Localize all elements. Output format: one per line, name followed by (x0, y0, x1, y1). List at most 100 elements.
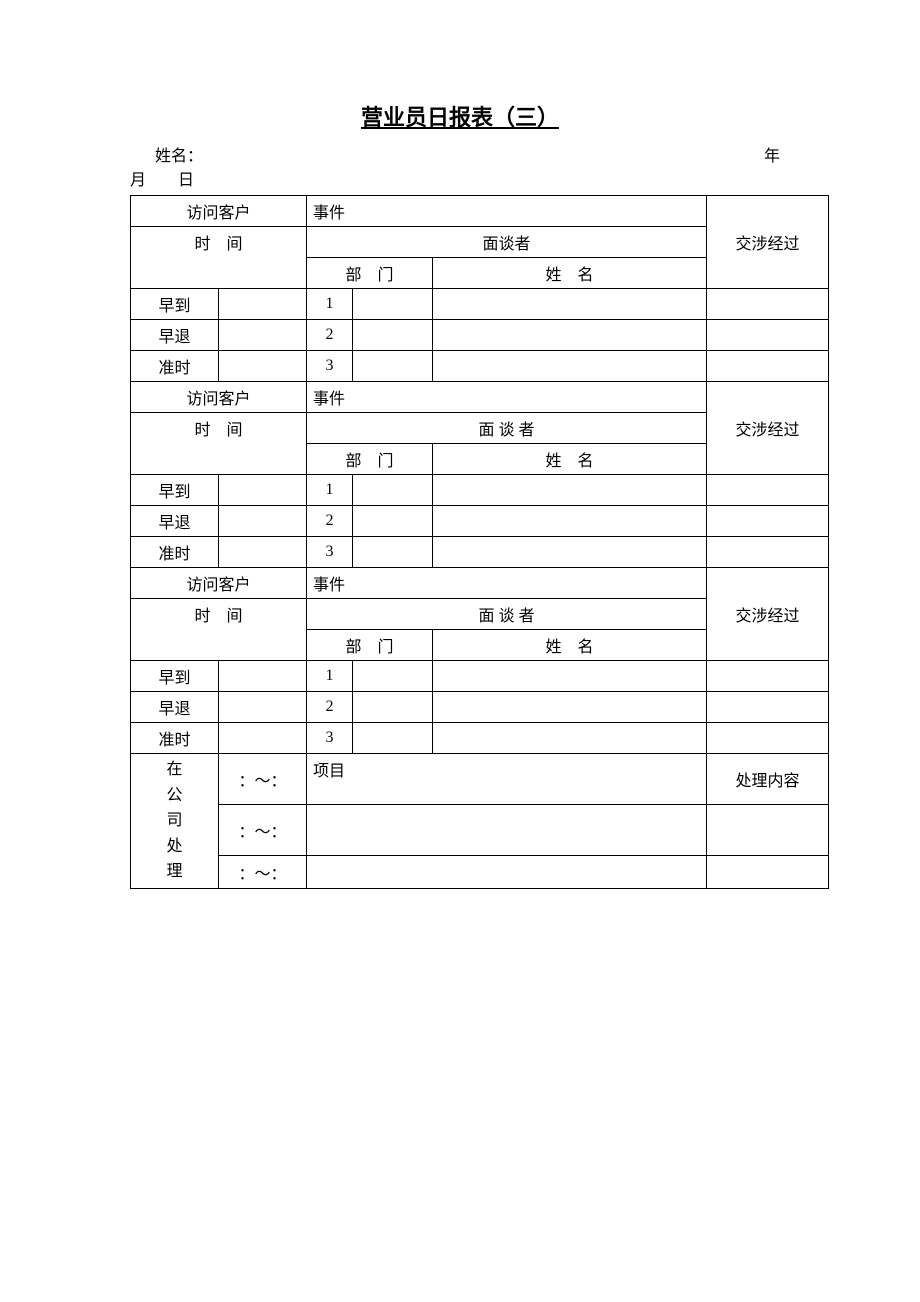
time-header: 时 间 (131, 599, 307, 661)
cell (353, 692, 433, 723)
process-content-header: 处理内容 (707, 754, 829, 805)
row-num: 3 (307, 723, 353, 754)
row-num: 2 (307, 506, 353, 537)
table-row: 准时 3 (131, 351, 829, 382)
row-num: 1 (307, 475, 353, 506)
on-time-label: 准时 (131, 723, 219, 754)
table-row: 早到 1 (131, 475, 829, 506)
table-row: 准时 3 (131, 723, 829, 754)
row-num: 3 (307, 351, 353, 382)
cell (433, 475, 707, 506)
table-row: 早退 2 (131, 692, 829, 723)
department-header: 部 门 (307, 630, 433, 661)
table-row: 访问客户 事件 交涉经过 (131, 196, 829, 227)
table-row: ：～： (131, 856, 829, 889)
cell (433, 351, 707, 382)
project-header: 项目 (307, 754, 707, 805)
cell (353, 723, 433, 754)
name-header: 姓 名 (433, 444, 707, 475)
event-header: 事件 (307, 196, 707, 227)
report-table: 访问客户 事件 交涉经过 时 间 面谈者 部 门 姓 名 早到 1 早退 2 准… (130, 195, 829, 889)
table-row: 早到 1 (131, 661, 829, 692)
cell (707, 723, 829, 754)
early-arrive-label: 早到 (131, 661, 219, 692)
cell (433, 661, 707, 692)
on-time-label: 准时 (131, 537, 219, 568)
time-header: 时 间 (131, 227, 307, 289)
cell (219, 289, 307, 320)
negotiation-header: 交涉经过 (707, 196, 829, 289)
table-row: ：～： (131, 805, 829, 856)
early-arrive-label: 早到 (131, 475, 219, 506)
cell (707, 320, 829, 351)
cell (433, 723, 707, 754)
table-row: 早退 2 (131, 506, 829, 537)
time-range-cell: ：～： (219, 805, 307, 856)
cell (353, 289, 433, 320)
cell (433, 692, 707, 723)
cell (707, 506, 829, 537)
visit-customer-header: 访问客户 (131, 568, 307, 599)
cell (707, 475, 829, 506)
cell (353, 475, 433, 506)
page-title: 营业员日报表（三） (130, 100, 790, 132)
row-num: 2 (307, 692, 353, 723)
cell (219, 351, 307, 382)
cell (219, 475, 307, 506)
negotiation-header: 交涉经过 (707, 382, 829, 475)
on-time-label: 准时 (131, 351, 219, 382)
cell (707, 692, 829, 723)
cell (219, 692, 307, 723)
negotiation-header: 交涉经过 (707, 568, 829, 661)
table-row: 准时 3 (131, 537, 829, 568)
row-num: 1 (307, 661, 353, 692)
cell (219, 537, 307, 568)
interviewer-header: 面 谈 者 (307, 413, 707, 444)
department-header: 部 门 (307, 444, 433, 475)
row-num: 3 (307, 537, 353, 568)
name-header: 姓 名 (433, 630, 707, 661)
cell (353, 537, 433, 568)
time-range-cell: ：～： (219, 754, 307, 805)
visit-customer-header: 访问客户 (131, 382, 307, 413)
early-leave-label: 早退 (131, 506, 219, 537)
time-range-cell: ：～： (219, 856, 307, 889)
cell (219, 723, 307, 754)
cell (433, 537, 707, 568)
cell (353, 661, 433, 692)
cell (433, 506, 707, 537)
row-num: 2 (307, 320, 353, 351)
cell (219, 320, 307, 351)
year-label: 年 (764, 142, 780, 166)
early-leave-label: 早退 (131, 692, 219, 723)
cell (707, 805, 829, 856)
name-label: 姓名： (140, 142, 203, 166)
cell (707, 856, 829, 889)
early-leave-label: 早退 (131, 320, 219, 351)
month-day-label: 月 日 (130, 166, 790, 190)
table-row: 访问客户 事件 交涉经过 (131, 382, 829, 413)
cell (707, 537, 829, 568)
cell (433, 289, 707, 320)
event-header: 事件 (307, 568, 707, 599)
cell (307, 805, 707, 856)
cell (219, 661, 307, 692)
table-row: 访问客户 事件 交涉经过 (131, 568, 829, 599)
table-row: 早到 1 (131, 289, 829, 320)
row-num: 1 (307, 289, 353, 320)
event-header: 事件 (307, 382, 707, 413)
interviewer-header: 面谈者 (307, 227, 707, 258)
cell (353, 506, 433, 537)
cell (353, 320, 433, 351)
cell (707, 289, 829, 320)
interviewer-header: 面 谈 者 (307, 599, 707, 630)
cell (219, 506, 307, 537)
cell (433, 320, 707, 351)
department-header: 部 门 (307, 258, 433, 289)
cell (307, 856, 707, 889)
visit-customer-header: 访问客户 (131, 196, 307, 227)
header-line: 姓名： 年 (130, 142, 790, 166)
cell (707, 351, 829, 382)
in-company-label: 在公司处理 (131, 754, 219, 889)
time-header: 时 间 (131, 413, 307, 475)
